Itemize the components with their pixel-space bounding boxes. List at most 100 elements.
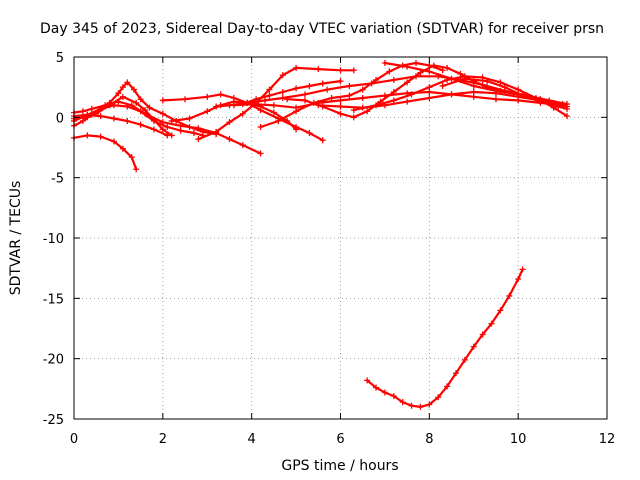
data-point bbox=[79, 108, 86, 115]
data-point bbox=[390, 76, 397, 83]
data-point bbox=[186, 115, 193, 122]
data-point bbox=[266, 86, 273, 93]
data-point bbox=[315, 102, 322, 109]
data-point bbox=[506, 292, 513, 299]
data-point bbox=[284, 117, 291, 124]
x-tick-label: 0 bbox=[70, 432, 78, 447]
data-point bbox=[88, 105, 95, 112]
data-point bbox=[448, 75, 455, 82]
data-point bbox=[497, 79, 504, 86]
data-point bbox=[497, 307, 504, 314]
data-point bbox=[564, 113, 571, 120]
data-point bbox=[293, 108, 300, 115]
data-point bbox=[359, 86, 366, 93]
data-point bbox=[328, 95, 335, 102]
data-point bbox=[226, 119, 233, 126]
data-point bbox=[301, 97, 308, 104]
data-point bbox=[293, 64, 300, 71]
data-point bbox=[239, 101, 246, 108]
data-point bbox=[426, 95, 433, 102]
data-point bbox=[110, 115, 117, 122]
data-point bbox=[115, 98, 122, 105]
data-point bbox=[279, 95, 286, 102]
data-point bbox=[195, 136, 202, 143]
data-point bbox=[346, 82, 353, 89]
y-tick-label: -25 bbox=[43, 413, 64, 428]
data-point bbox=[386, 68, 393, 75]
data-point bbox=[337, 110, 344, 117]
data-point bbox=[337, 78, 344, 85]
data-point bbox=[177, 127, 184, 134]
data-point bbox=[390, 88, 397, 95]
data-point bbox=[488, 320, 495, 327]
data-point bbox=[319, 137, 326, 144]
data-point bbox=[293, 85, 300, 92]
data-point bbox=[164, 132, 171, 139]
data-point bbox=[124, 103, 131, 110]
y-tick-label: 0 bbox=[56, 111, 64, 126]
data-point bbox=[213, 128, 220, 135]
data-point bbox=[457, 70, 464, 77]
data-point bbox=[346, 92, 353, 99]
data-point bbox=[261, 97, 268, 104]
data-point bbox=[119, 93, 126, 100]
chart-title: Day 345 of 2023, Sidereal Day-to-day VTE… bbox=[40, 21, 604, 37]
data-point bbox=[337, 97, 344, 104]
data-point bbox=[301, 91, 308, 98]
data-point bbox=[137, 121, 144, 128]
data-point bbox=[137, 108, 144, 115]
data-point bbox=[84, 111, 91, 118]
data-point bbox=[204, 93, 211, 100]
y-tick-label: -15 bbox=[43, 292, 64, 307]
data-point bbox=[279, 88, 286, 95]
data-point bbox=[373, 102, 380, 109]
data-point bbox=[150, 117, 157, 124]
data-point bbox=[128, 154, 135, 161]
data-point bbox=[515, 276, 522, 283]
data-point bbox=[306, 82, 313, 89]
data-point bbox=[204, 108, 211, 115]
y-tick-label: 5 bbox=[56, 51, 64, 66]
series-line bbox=[317, 90, 564, 109]
data-point bbox=[284, 96, 291, 103]
data-point bbox=[230, 102, 237, 109]
data-point bbox=[470, 88, 477, 95]
data-point bbox=[257, 123, 264, 130]
data-point bbox=[150, 126, 157, 133]
data-point bbox=[452, 370, 459, 377]
data-point bbox=[239, 110, 246, 117]
data-point bbox=[470, 82, 477, 89]
data-point bbox=[133, 166, 140, 173]
data-point bbox=[130, 86, 137, 93]
axis-ticks: 0 2 4 6 8 10 12 5 0 -5 -10 -15 -20 -25 bbox=[43, 51, 616, 447]
data-point bbox=[182, 96, 189, 103]
data-point bbox=[159, 126, 166, 133]
data-point bbox=[226, 136, 233, 143]
data-point bbox=[461, 75, 468, 82]
data-point bbox=[195, 125, 202, 132]
data-point bbox=[270, 102, 277, 109]
x-tick-label: 4 bbox=[248, 432, 256, 447]
data-point bbox=[97, 105, 104, 112]
data-point bbox=[253, 96, 260, 103]
data-point bbox=[373, 384, 380, 391]
data-point bbox=[404, 63, 411, 70]
data-point bbox=[555, 103, 562, 110]
data-series bbox=[71, 60, 571, 410]
data-point bbox=[217, 91, 224, 98]
data-point bbox=[110, 138, 117, 145]
data-point bbox=[350, 67, 357, 74]
gridlines bbox=[74, 57, 607, 419]
data-point bbox=[461, 356, 468, 363]
data-point bbox=[426, 68, 433, 75]
x-tick-label: 2 bbox=[159, 432, 167, 447]
data-point bbox=[350, 114, 357, 121]
data-point bbox=[110, 102, 117, 109]
data-point bbox=[164, 123, 171, 130]
data-point bbox=[359, 95, 366, 102]
data-point bbox=[408, 91, 415, 98]
x-tick-label: 10 bbox=[510, 432, 527, 447]
data-point bbox=[404, 79, 411, 86]
data-point bbox=[168, 117, 175, 124]
